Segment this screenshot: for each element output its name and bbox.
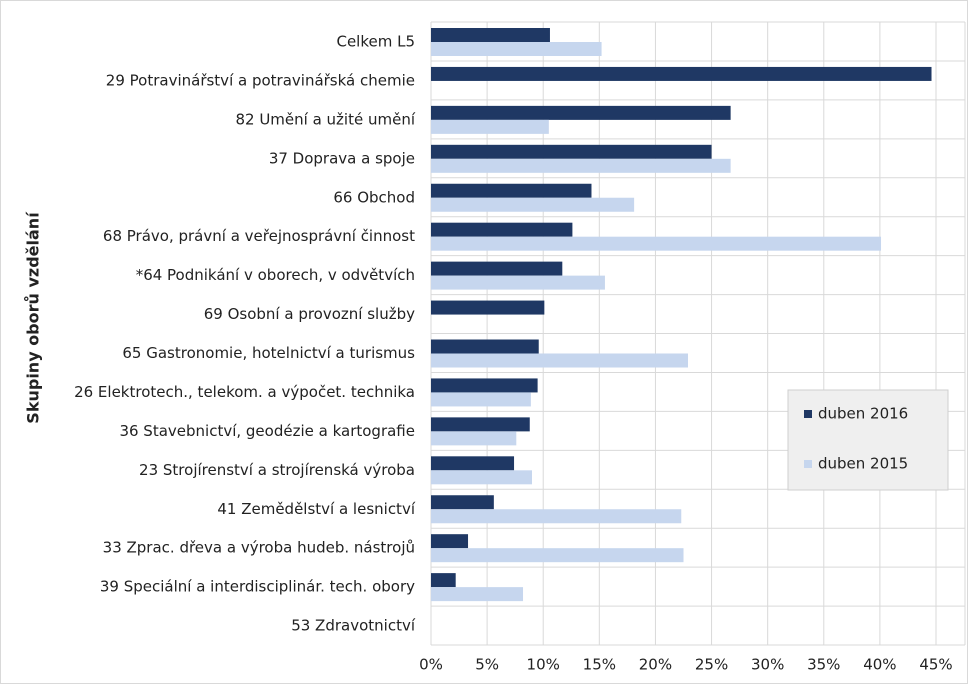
bar — [431, 353, 688, 368]
legend-box — [787, 389, 949, 491]
bar — [431, 119, 549, 134]
bar — [431, 534, 469, 549]
y-tick-label: 82 Umění a užité umění — [235, 110, 415, 128]
y-tick-label: *64 Podnikání v oborech, v odvětvích — [136, 266, 415, 284]
bar — [431, 548, 684, 563]
y-tick-label: 29 Potravinářství a potravinářská chemie — [106, 71, 415, 89]
bar — [431, 392, 531, 407]
x-tick-label: 35% — [807, 656, 840, 674]
y-tick-label: 66 Obchod — [333, 188, 415, 206]
bar — [431, 158, 731, 173]
bar — [431, 456, 515, 471]
bar — [431, 573, 456, 588]
bar — [431, 222, 573, 237]
bar — [431, 105, 731, 120]
bar — [431, 144, 712, 159]
bar — [431, 66, 932, 81]
y-tick-label: 68 Právo, právní a veřejnosprávní činnos… — [103, 227, 415, 245]
x-tick-label: 0% — [419, 656, 443, 674]
y-tick-label: 33 Zprac. dřeva a výroba hudeb. nástrojů — [103, 539, 415, 557]
x-tick-label: 10% — [527, 656, 560, 674]
x-tick-label: 20% — [639, 656, 672, 674]
bar — [431, 339, 539, 354]
legend-label: duben 2016 — [818, 405, 908, 423]
bar — [431, 236, 882, 251]
bar — [431, 275, 605, 290]
bar — [431, 378, 538, 393]
y-axis-label: Skupiny oborů vzdělání — [24, 211, 43, 424]
x-tick-label: 25% — [695, 656, 728, 674]
y-tick-label: Celkem L5 — [336, 33, 415, 51]
bar — [431, 431, 517, 446]
x-tick-label: 15% — [583, 656, 616, 674]
legend-label: duben 2015 — [818, 455, 908, 473]
bar — [431, 417, 530, 432]
x-tick-label: 30% — [751, 656, 784, 674]
bar — [431, 587, 524, 602]
y-tick-label: 69 Osobní a provozní služby — [204, 305, 415, 323]
legend-swatch — [804, 410, 812, 418]
bar — [431, 261, 563, 276]
bar — [431, 28, 550, 42]
bar — [431, 197, 635, 212]
legend-swatch — [804, 460, 812, 468]
bar — [431, 183, 592, 198]
y-tick-label: 37 Doprava a spoje — [269, 149, 415, 167]
x-tick-label: 5% — [475, 656, 499, 674]
bar — [431, 42, 602, 56]
x-tick-label: 45% — [919, 656, 952, 674]
bar — [431, 300, 545, 315]
bar — [431, 495, 494, 510]
y-tick-label: 41 Zemědělství a lesnictví — [217, 500, 415, 518]
bar — [431, 509, 682, 524]
x-tick-label: 40% — [863, 656, 896, 674]
y-tick-label: 65 Gastronomie, hotelnictví a turismus — [122, 344, 415, 362]
y-tick-label: 26 Elektrotech., telekom. a výpočet. tec… — [74, 383, 415, 401]
y-tick-label: 53 Zdravotnictví — [291, 617, 416, 635]
bar — [431, 470, 532, 485]
y-tick-label: 23 Strojírenství a strojírenská výroba — [139, 461, 415, 479]
y-tick-label: 36 Stavebnictví, geodézie a kartografie — [119, 422, 415, 440]
y-tick-label: 39 Speciální a interdisciplinár. tech. o… — [100, 578, 415, 596]
